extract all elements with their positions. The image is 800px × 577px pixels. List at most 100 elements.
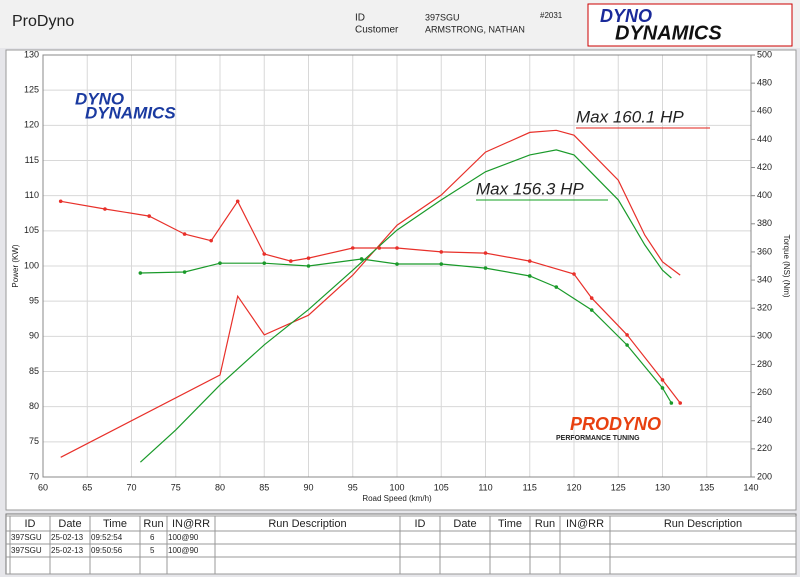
point bbox=[289, 259, 293, 263]
table-header: IN@RR bbox=[172, 518, 210, 530]
x-tick-label: 90 bbox=[303, 482, 313, 492]
point bbox=[439, 262, 444, 266]
x-tick-label: 75 bbox=[171, 482, 181, 492]
point bbox=[147, 214, 151, 218]
table-header: ID bbox=[25, 518, 36, 530]
point bbox=[58, 199, 63, 204]
table-header: Run bbox=[143, 518, 163, 530]
x-tick-label: 110 bbox=[478, 482, 492, 492]
point bbox=[678, 401, 682, 405]
point bbox=[483, 266, 488, 270]
job-number: #2031 bbox=[540, 11, 563, 20]
y-tick-label: 120 bbox=[24, 120, 39, 130]
y2-tick-label: 400 bbox=[757, 190, 772, 200]
table-header: IN@RR bbox=[566, 518, 604, 530]
annotation: Max 156.3 HP bbox=[476, 179, 584, 198]
customer-label: Customer bbox=[355, 25, 399, 36]
y2-tick-label: 280 bbox=[757, 359, 772, 369]
point bbox=[218, 261, 222, 265]
table-cell: 09:50:56 bbox=[91, 546, 123, 555]
point bbox=[660, 378, 665, 382]
x-axis-title: Road Speed (km/h) bbox=[362, 494, 432, 503]
x-tick-label: 130 bbox=[655, 482, 670, 492]
logo: PRODYNO bbox=[570, 414, 661, 434]
y-tick-label: 95 bbox=[29, 296, 39, 306]
y-tick-label: 80 bbox=[29, 401, 39, 411]
y-tick-label: 85 bbox=[29, 366, 39, 376]
id-label: ID bbox=[355, 13, 365, 24]
header-logo: DYNAMICS bbox=[615, 22, 722, 44]
x-tick-label: 70 bbox=[126, 482, 136, 492]
y-tick-label: 70 bbox=[29, 471, 39, 481]
x-tick-label: 65 bbox=[82, 482, 92, 492]
point bbox=[527, 259, 532, 263]
table-header: Date bbox=[58, 518, 81, 530]
series-line bbox=[60, 200, 681, 404]
annotation: Max 160.1 HP bbox=[576, 107, 684, 126]
point bbox=[262, 252, 267, 256]
y-tick-label: 115 bbox=[25, 155, 39, 165]
point bbox=[625, 333, 629, 337]
x-tick-label: 135 bbox=[699, 482, 714, 492]
y2-tick-label: 440 bbox=[757, 134, 772, 144]
y2-tick-label: 420 bbox=[757, 162, 772, 172]
point bbox=[395, 246, 399, 250]
table-cell: 5 bbox=[150, 546, 155, 555]
point bbox=[182, 270, 187, 274]
id-value: 397SGU bbox=[425, 12, 460, 22]
customer-value: ARMSTRONG, NATHAN bbox=[425, 24, 525, 34]
y-tick-label: 90 bbox=[29, 331, 39, 341]
point bbox=[554, 285, 559, 289]
table-cell: 09:52:54 bbox=[91, 533, 123, 542]
x-tick-label: 85 bbox=[259, 482, 269, 492]
chart-panel bbox=[5, 49, 797, 511]
table-cell: 397SGU bbox=[11, 533, 42, 542]
table-header: Run bbox=[535, 518, 555, 530]
point bbox=[235, 199, 240, 204]
point bbox=[359, 257, 364, 261]
point bbox=[103, 207, 107, 211]
logo: DYNAMICS bbox=[85, 103, 176, 122]
x-tick-label: 100 bbox=[389, 482, 404, 492]
point bbox=[138, 271, 143, 275]
header-logo: DYNO bbox=[600, 6, 652, 26]
table-header: Run Description bbox=[664, 518, 742, 530]
table-cell: 25-02-13 bbox=[51, 546, 84, 555]
y2-tick-label: 260 bbox=[757, 387, 772, 397]
y2-axis-title: Torque (NS) (Nm) bbox=[782, 234, 791, 297]
y-axis-title: Power (KW) bbox=[11, 244, 20, 287]
point bbox=[377, 246, 382, 250]
y2-tick-label: 300 bbox=[757, 331, 772, 341]
x-tick-label: 80 bbox=[215, 482, 225, 492]
point bbox=[306, 256, 311, 260]
point bbox=[395, 262, 399, 266]
series-line bbox=[60, 129, 681, 458]
y-tick-label: 105 bbox=[24, 225, 39, 235]
point bbox=[262, 261, 267, 265]
y2-tick-label: 200 bbox=[757, 471, 772, 481]
point bbox=[483, 251, 488, 255]
point bbox=[625, 343, 629, 347]
y-tick-label: 100 bbox=[24, 260, 39, 270]
table-header: ID bbox=[415, 518, 426, 530]
table-header: Time bbox=[498, 518, 522, 530]
logo: PERFORMANCE TUNING bbox=[556, 435, 640, 442]
y-tick-label: 125 bbox=[24, 85, 39, 95]
y2-tick-label: 240 bbox=[757, 415, 772, 425]
y2-tick-label: 500 bbox=[757, 49, 772, 59]
header-logo-box bbox=[587, 3, 793, 47]
y-tick-label: 75 bbox=[29, 436, 39, 446]
plot-frame bbox=[42, 54, 752, 478]
y2-tick-label: 340 bbox=[757, 274, 772, 284]
table-cell: 6 bbox=[150, 533, 155, 542]
point bbox=[589, 296, 594, 300]
point bbox=[306, 264, 311, 268]
point bbox=[589, 308, 594, 312]
x-tick-label: 125 bbox=[611, 482, 626, 492]
x-tick-label: 105 bbox=[434, 482, 449, 492]
y-tick-label: 110 bbox=[25, 190, 39, 200]
x-tick-label: 60 bbox=[38, 482, 48, 492]
logo: DYNO bbox=[75, 89, 124, 108]
point bbox=[209, 238, 213, 243]
